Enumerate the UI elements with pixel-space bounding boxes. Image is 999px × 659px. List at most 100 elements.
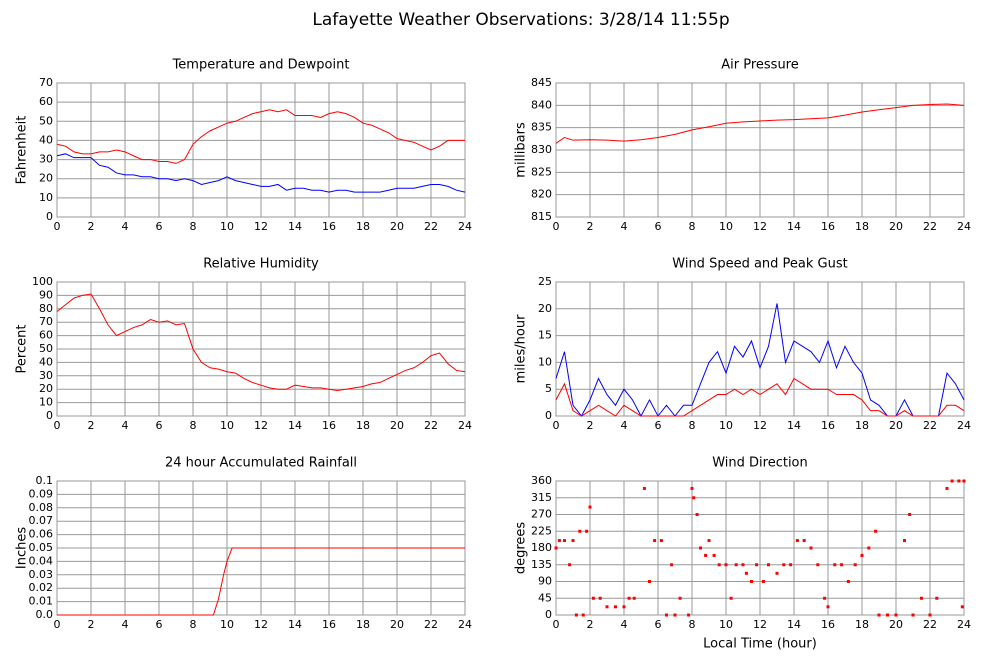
- x-tick-label: 22: [923, 419, 937, 432]
- y-tick-label: 0: [545, 409, 552, 422]
- x-tick-label: 14: [288, 419, 302, 432]
- x-tick-label: 8: [689, 220, 696, 233]
- data-line: [56, 109, 465, 164]
- chart-title: Wind Speed and Peak Gust: [672, 257, 847, 272]
- data-point: [945, 486, 949, 490]
- data-point: [707, 539, 711, 543]
- data-line: [56, 153, 466, 193]
- x-tick-label: 10: [719, 220, 733, 233]
- x-tick-label: 10: [719, 419, 733, 432]
- data-point: [823, 596, 827, 600]
- y-axis-label: Fahrenheit: [15, 116, 30, 185]
- x-tick-label: 6: [655, 220, 662, 233]
- x-tick-label: 14: [787, 419, 801, 432]
- x-tick-label: 12: [753, 419, 767, 432]
- x-tick-label: 20: [390, 618, 404, 631]
- data-point: [867, 546, 871, 550]
- data-point: [860, 553, 864, 557]
- y-tick-label: 0: [46, 210, 53, 223]
- data-point: [928, 613, 932, 617]
- data-line: [555, 103, 965, 144]
- data-point: [789, 563, 793, 567]
- data-point: [581, 613, 585, 617]
- x-tick-label: 24: [957, 618, 971, 631]
- data-point: [802, 539, 806, 543]
- x-tick-label: 10: [220, 419, 234, 432]
- y-tick-label: 0.0: [36, 608, 54, 621]
- x-tick-label: 24: [458, 618, 472, 631]
- x-tick-label: 0: [553, 618, 560, 631]
- data-point: [840, 563, 844, 567]
- x-tick-label: 18: [356, 618, 370, 631]
- x-tick-label: 20: [889, 618, 903, 631]
- data-point: [903, 539, 906, 543]
- data-point: [648, 580, 651, 583]
- data-point: [642, 486, 646, 490]
- data-point: [775, 571, 779, 575]
- y-tick-label: 20: [39, 172, 53, 185]
- y-tick-label: 90: [39, 288, 53, 301]
- x-tick-label: 12: [254, 220, 268, 233]
- x-tick-label: 16: [821, 220, 835, 233]
- x-tick-label: 8: [689, 419, 696, 432]
- data-point: [670, 563, 674, 567]
- y-tick-label: 820: [531, 188, 552, 201]
- chart-title: Temperature and Dewpoint: [172, 58, 350, 73]
- y-tick-label: 0.07: [29, 514, 54, 527]
- y-tick-label: 0.08: [29, 501, 54, 514]
- y-tick-label: 825: [531, 165, 552, 178]
- x-tick-label: 22: [424, 220, 438, 233]
- chart-title: 24 hour Accumulated Rainfall: [165, 456, 357, 471]
- data-point: [563, 539, 566, 543]
- data-point: [571, 539, 575, 543]
- data-point: [695, 513, 699, 516]
- x-tick-label: 22: [923, 220, 937, 233]
- data-point: [568, 563, 572, 567]
- data-point: [622, 605, 626, 609]
- data-point: [741, 563, 745, 567]
- y-tick-label: 100: [32, 275, 53, 288]
- y-tick-label: 5: [545, 382, 552, 395]
- x-tick-label: 12: [254, 618, 268, 631]
- x-tick-label: 24: [458, 220, 472, 233]
- y-tick-label: 10: [39, 396, 53, 409]
- x-tick-label: 4: [621, 220, 628, 233]
- x-tick-label: 10: [220, 618, 234, 631]
- data-point: [692, 496, 696, 500]
- data-line: [56, 293, 466, 392]
- y-tick-label: 360: [531, 474, 552, 487]
- y-tick-label: 10: [538, 355, 552, 368]
- y-tick-label: 0.1: [36, 474, 54, 487]
- y-tick-label: 0.04: [29, 554, 54, 567]
- y-tick-label: 0.09: [29, 487, 54, 500]
- y-axis-label: degrees: [514, 522, 529, 575]
- x-tick-label: 14: [288, 220, 302, 233]
- data-point: [653, 539, 657, 543]
- data-point: [782, 563, 786, 567]
- data-point: [574, 613, 578, 617]
- y-tick-label: 315: [531, 491, 552, 504]
- data-line: [555, 377, 965, 417]
- data-point: [598, 596, 602, 600]
- data-point: [591, 596, 595, 600]
- y-tick-label: 225: [531, 524, 552, 537]
- y-tick-label: 40: [39, 133, 53, 146]
- data-point: [935, 596, 939, 600]
- x-tick-label: 20: [889, 419, 903, 432]
- y-tick-label: 0.05: [29, 541, 54, 554]
- data-point: [816, 563, 820, 567]
- x-tick-label: 0: [54, 618, 61, 631]
- x-tick-label: 18: [356, 419, 370, 432]
- y-tick-label: 15: [538, 329, 552, 342]
- data-line: [57, 547, 465, 616]
- x-tick-label: 16: [821, 618, 835, 631]
- data-point: [632, 596, 636, 600]
- data-point: [744, 571, 748, 575]
- x-tick-label: 4: [122, 618, 129, 631]
- data-point: [690, 486, 694, 490]
- x-tick-label: 22: [424, 419, 438, 432]
- data-point: [957, 479, 961, 483]
- data-point: [809, 546, 813, 550]
- x-tick-label: 14: [288, 618, 302, 631]
- y-tick-label: 70: [39, 315, 53, 328]
